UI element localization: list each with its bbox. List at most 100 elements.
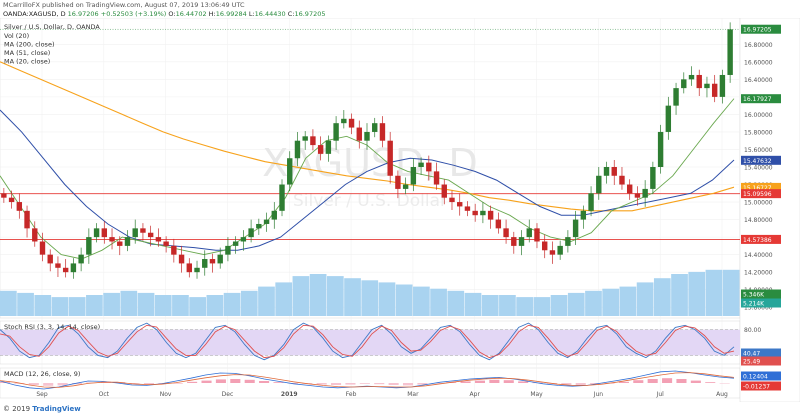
candle-body: [155, 237, 162, 242]
macd-histogram-bar: [676, 379, 687, 383]
volume-bar: [206, 295, 224, 316]
volume-bar: [516, 297, 533, 316]
candle-body: [109, 237, 115, 242]
ohlc-c: 16.97205: [294, 10, 326, 18]
price-chart-svg[interactable]: 13.8000014.0000014.2000014.4000014.60000…: [0, 17, 800, 403]
candle-body: [395, 175, 401, 189]
candle-body: [271, 210, 277, 220]
time-tick-label: Aug: [716, 391, 728, 398]
candle-body: [433, 171, 440, 185]
price-badge: [741, 298, 781, 308]
volume-bar: [585, 290, 602, 316]
symbol-label: OANDA:XAGUSD, D: [3, 10, 66, 18]
macd-histogram-bar: [129, 383, 140, 384]
volume-bar: [86, 295, 103, 316]
candle-body: [711, 83, 718, 97]
candle-body: [93, 228, 100, 238]
macd-histogram-bar: [215, 379, 226, 383]
price-badge: [741, 94, 781, 104]
price-badge: [741, 234, 781, 244]
candle-body: [364, 131, 370, 141]
candle-body: [24, 210, 30, 229]
volume-bar: [240, 290, 258, 316]
macd-badge-label: 0.12404: [743, 374, 768, 381]
candle-body: [124, 237, 131, 246]
time-tick-label: May: [530, 391, 543, 398]
candle-body: [673, 88, 679, 106]
candle-body: [348, 118, 355, 128]
macd-histogram-bar: [244, 379, 255, 383]
candle-body: [256, 223, 262, 229]
chart-area[interactable]: 13.8000014.0000014.2000014.4000014.60000…: [0, 17, 800, 403]
candle-body: [132, 228, 138, 238]
volume-bar: [395, 284, 413, 316]
candle-body: [688, 74, 695, 80]
candle-body: [464, 206, 471, 211]
volume-bar: [223, 292, 241, 316]
candle-body: [565, 237, 571, 246]
candle-body: [240, 237, 247, 242]
ohlc-change: +0.52503 (+3.19%): [100, 10, 167, 18]
candle-body: [372, 123, 378, 132]
volume-bar: [292, 276, 310, 316]
volume-bar: [688, 271, 706, 316]
price-badge-label: 14.57386: [743, 237, 772, 244]
macd-histogram-bar: [57, 383, 68, 386]
candle-body: [232, 241, 239, 246]
candle-body: [511, 237, 517, 246]
macd-histogram-bar: [273, 382, 284, 383]
candle-body: [387, 140, 393, 176]
candle-body: [39, 241, 46, 255]
price-tick-label: 14.80000: [744, 217, 773, 224]
candle-body: [171, 245, 177, 255]
volume-bar: [499, 295, 516, 316]
candle-body: [487, 210, 494, 220]
candle-body: [379, 123, 386, 141]
candle-body: [263, 219, 270, 224]
candle-body: [526, 228, 532, 238]
macd-histogram-bar: [143, 383, 154, 385]
macd-histogram-bar: [316, 383, 327, 385]
candle-body: [657, 131, 664, 167]
macd-histogram-bar: [71, 383, 83, 385]
stoch-rsi-label: Stoch RSI (3, 3, 14, 14, close): [4, 323, 100, 331]
price-badge: [741, 155, 781, 165]
volume-bar: [189, 297, 207, 316]
macd-histogram-bar: [172, 383, 183, 384]
candle-body: [140, 228, 146, 233]
macd-histogram-bar: [618, 381, 629, 383]
candle-body: [441, 184, 447, 198]
volume-bar: [154, 295, 172, 316]
candle-body: [449, 197, 455, 203]
price-badge-label: 15.16727: [743, 185, 772, 192]
volume-bar: [326, 276, 344, 316]
stoch-rsi-badge: [741, 356, 781, 366]
candle-body: [70, 263, 77, 273]
price-badge: [741, 189, 781, 199]
candle-body: [217, 254, 223, 264]
header: MCarrilloFX published on TradingView.com…: [0, 0, 800, 18]
time-tick-label: Apr: [470, 391, 481, 398]
candle-body: [117, 241, 123, 246]
candle-body: [47, 254, 53, 264]
candle-body: [178, 254, 185, 264]
macd-histogram-bar: [359, 383, 370, 384]
volume-bar: [120, 290, 138, 316]
candle-body: [426, 162, 432, 172]
stoch-rsi-badge-label: 25.49: [743, 359, 760, 366]
volume-bar: [602, 288, 620, 316]
candle-body: [588, 193, 594, 211]
volume-bar: [671, 274, 688, 316]
macd-histogram-bar: [417, 383, 428, 385]
candle-body: [225, 245, 231, 255]
time-tick-label: Jun: [593, 391, 604, 398]
candle-body: [248, 228, 254, 238]
macd-histogram-bar: [402, 383, 414, 386]
time-tick-label: Oct: [99, 391, 110, 398]
price-tick-label: 15.60000: [744, 147, 773, 154]
time-tick-label: Dec: [222, 391, 234, 398]
candle-body: [341, 118, 347, 124]
macd-histogram-bar: [719, 383, 730, 384]
candle-body: [418, 162, 424, 167]
candle-body: [611, 167, 617, 176]
